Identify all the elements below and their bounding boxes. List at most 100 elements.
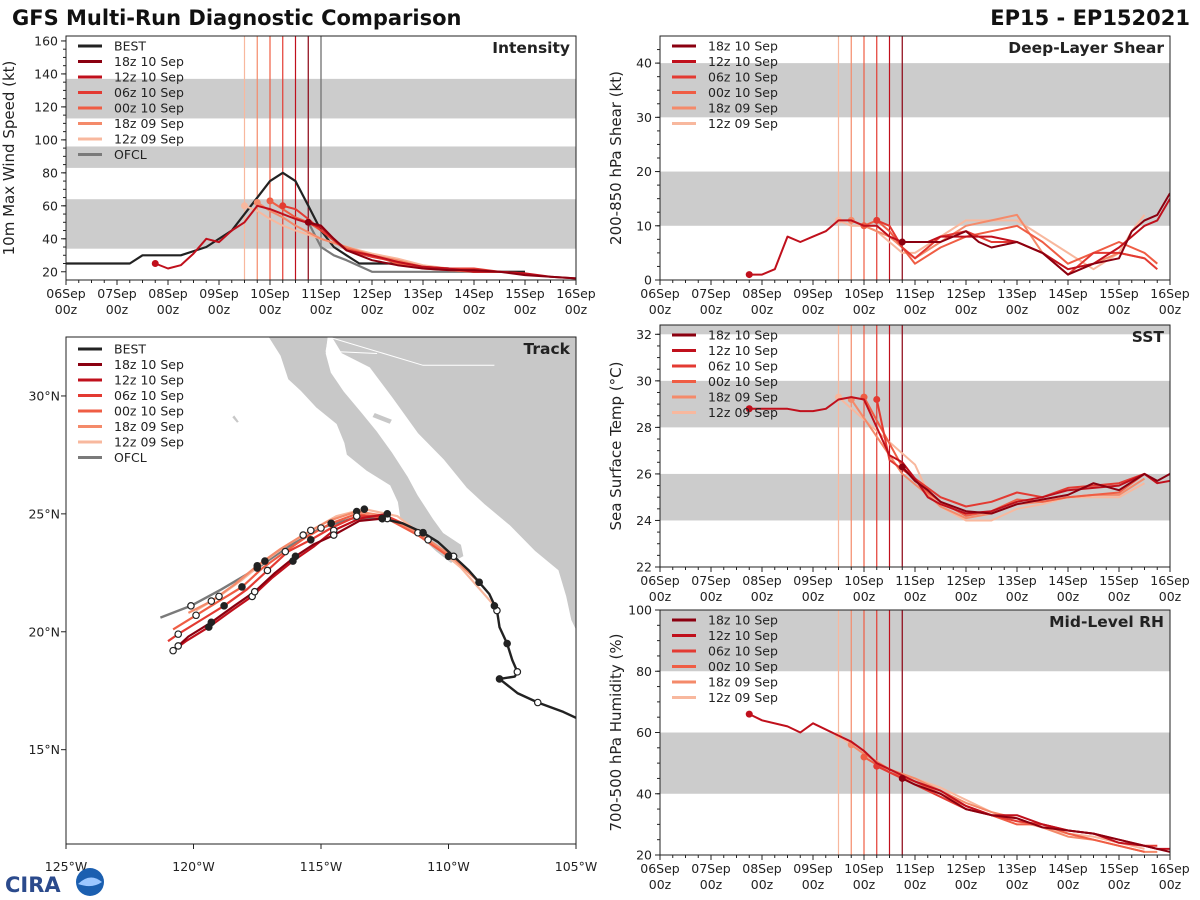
shear-xtick-hour: 00z bbox=[955, 302, 978, 317]
track-position-marker bbox=[207, 618, 216, 627]
sst-ylabel: Sea Surface Temp (°C) bbox=[607, 361, 625, 530]
rh-ytick-label: 40 bbox=[636, 786, 652, 801]
sst-xtick-label: 11Sep 00z bbox=[895, 573, 935, 604]
intensity-legend-label: 12z 09 Sep bbox=[114, 132, 184, 147]
cira-logo: CIRA bbox=[5, 868, 104, 897]
sst-xtick-label: 14Sep 00z bbox=[1048, 573, 1088, 604]
page-title: GFS Multi-Run Diagnostic Comparison bbox=[12, 6, 461, 30]
track-legend-label: 00z 10 Sep bbox=[114, 404, 184, 419]
intensity-ytick-label: 20 bbox=[42, 264, 58, 279]
swirl-icon bbox=[78, 877, 102, 887]
shear-ytick-label: 0 bbox=[644, 273, 652, 288]
intensity-legend-label: OFCL bbox=[114, 147, 147, 162]
track-xtick-label: 120°W bbox=[172, 859, 214, 874]
intensity-ytick-label: 100 bbox=[34, 132, 58, 147]
track-position-marker bbox=[174, 642, 183, 650]
rh-ytick-label: 60 bbox=[636, 725, 652, 740]
shear-xtick-hour: 00z bbox=[1159, 302, 1182, 317]
track-position-marker bbox=[327, 519, 336, 528]
shear-xtick-day: 12Sep bbox=[946, 286, 986, 301]
intensity-legend-label: 18z 09 Sep bbox=[114, 116, 184, 131]
sst-xtick-label: 15Sep 00z bbox=[1099, 573, 1139, 604]
shear-xtick-label: 08Sep 00z bbox=[742, 286, 782, 317]
sst-xtick-day: 09Sep bbox=[793, 573, 833, 588]
sst-series-start-point bbox=[873, 395, 881, 403]
shear-ylabel: 200-850 hPa Shear (kt) bbox=[607, 71, 625, 245]
rh-xtick-hour: 00z bbox=[649, 877, 672, 892]
sst-series-start-point bbox=[898, 463, 906, 471]
rh-series-line bbox=[748, 713, 1170, 850]
rh-xtick-day: 09Sep bbox=[793, 861, 833, 876]
rh-xtick-day: 16Sep bbox=[1150, 861, 1190, 876]
track-position-marker bbox=[261, 557, 269, 565]
shear-xtick-label: 06Sep 00z bbox=[640, 286, 680, 317]
rh-ytick-label: 100 bbox=[628, 603, 652, 618]
shear-xtick-day: 08Sep bbox=[742, 286, 782, 301]
island-shape bbox=[231, 414, 241, 424]
shear-xtick-label: 07Sep 00z bbox=[691, 286, 731, 317]
shear-xtick-label: 14Sep 00z bbox=[1048, 286, 1088, 317]
track-legend-label: OFCL bbox=[114, 450, 147, 465]
rh-xtick-label: 16Sep 00z bbox=[1150, 861, 1190, 892]
intensity-ylabel: 10m Max Wind Speed (kt) bbox=[0, 61, 18, 256]
rh-xtick-hour: 00z bbox=[751, 877, 774, 892]
track-position-marker bbox=[187, 602, 195, 610]
shear-band bbox=[660, 171, 1170, 226]
rh-xtick-hour: 00z bbox=[1108, 877, 1131, 892]
intensity-xtick-hour: 00z bbox=[361, 302, 384, 317]
sst-xtick-hour: 00z bbox=[649, 589, 672, 604]
intensity-xtick-day: 06Sep bbox=[46, 286, 86, 301]
shear-legend-label: 00z 10 Sep bbox=[708, 85, 778, 100]
shear-lines bbox=[745, 192, 1170, 279]
intensity-ytick-label: 40 bbox=[42, 231, 58, 246]
rh-xtick-label: 10Sep 00z bbox=[844, 861, 884, 892]
intensity-legend-label: BEST bbox=[114, 39, 146, 54]
shear-series-line bbox=[863, 219, 1158, 265]
shear-xtick-label: 09Sep 00z bbox=[793, 286, 833, 317]
intensity-xtick-hour: 00z bbox=[106, 302, 129, 317]
rh-xtick-label: 14Sep 00z bbox=[1048, 861, 1088, 892]
track-lines bbox=[159, 505, 576, 720]
track-position-marker bbox=[306, 535, 315, 544]
intensity-xtick-label: 15Sep 00z bbox=[505, 286, 545, 317]
rh-xtick-label: 07Sep 00z bbox=[691, 861, 731, 892]
sst-panel-title: SST bbox=[1132, 328, 1165, 346]
intensity-xtick-label: 09Sep 00z bbox=[199, 286, 239, 317]
track-series-line bbox=[172, 512, 388, 652]
intensity-xtick-label: 14Sep 00z bbox=[454, 286, 494, 317]
intensity-series-start-point bbox=[241, 202, 248, 210]
track-series-line bbox=[177, 517, 383, 647]
track-position-marker bbox=[253, 564, 262, 572]
rh-xtick-hour: 00z bbox=[904, 877, 927, 892]
intensity-xtick-day: 14Sep bbox=[454, 286, 494, 301]
sst-xtick-hour: 00z bbox=[904, 589, 927, 604]
shear-ytick-label: 30 bbox=[636, 110, 652, 125]
track-position-marker bbox=[299, 531, 307, 539]
sst-xtick-hour: 00z bbox=[1108, 589, 1131, 604]
intensity-ytick-label: 140 bbox=[34, 66, 58, 81]
rh-xtick-day: 06Sep bbox=[640, 861, 680, 876]
sst-band bbox=[660, 380, 1170, 428]
sst-xtick-day: 11Sep bbox=[895, 573, 935, 588]
intensity-legend-label: 18z 10 Sep bbox=[114, 54, 184, 69]
sst-legend-label: 06z 10 Sep bbox=[708, 359, 778, 374]
intensity-xtick-day: 15Sep bbox=[505, 286, 545, 301]
rh-legend-label: 12z 09 Sep bbox=[708, 690, 778, 705]
shear-panel-title: Deep-Layer Shear bbox=[1008, 39, 1164, 57]
track-position-marker bbox=[352, 512, 361, 521]
intensity-xtick-label: 07Sep 00z bbox=[97, 286, 137, 317]
sst-ytick-label: 24 bbox=[636, 513, 652, 528]
sst-xtick-hour: 00z bbox=[853, 589, 876, 604]
shear-xtick-hour: 00z bbox=[904, 302, 927, 317]
rh-xtick-hour: 00z bbox=[1057, 877, 1080, 892]
track-best bbox=[381, 517, 576, 720]
island-shape bbox=[371, 411, 393, 425]
sst-ytick-label: 26 bbox=[636, 466, 652, 481]
intensity-xtick-label: 12Sep 00z bbox=[352, 286, 392, 317]
shear-xtick-day: 11Sep bbox=[895, 286, 935, 301]
intensity-xtick-day: 11Sep bbox=[301, 286, 341, 301]
track-legend-label: 12z 10 Sep bbox=[114, 373, 184, 388]
